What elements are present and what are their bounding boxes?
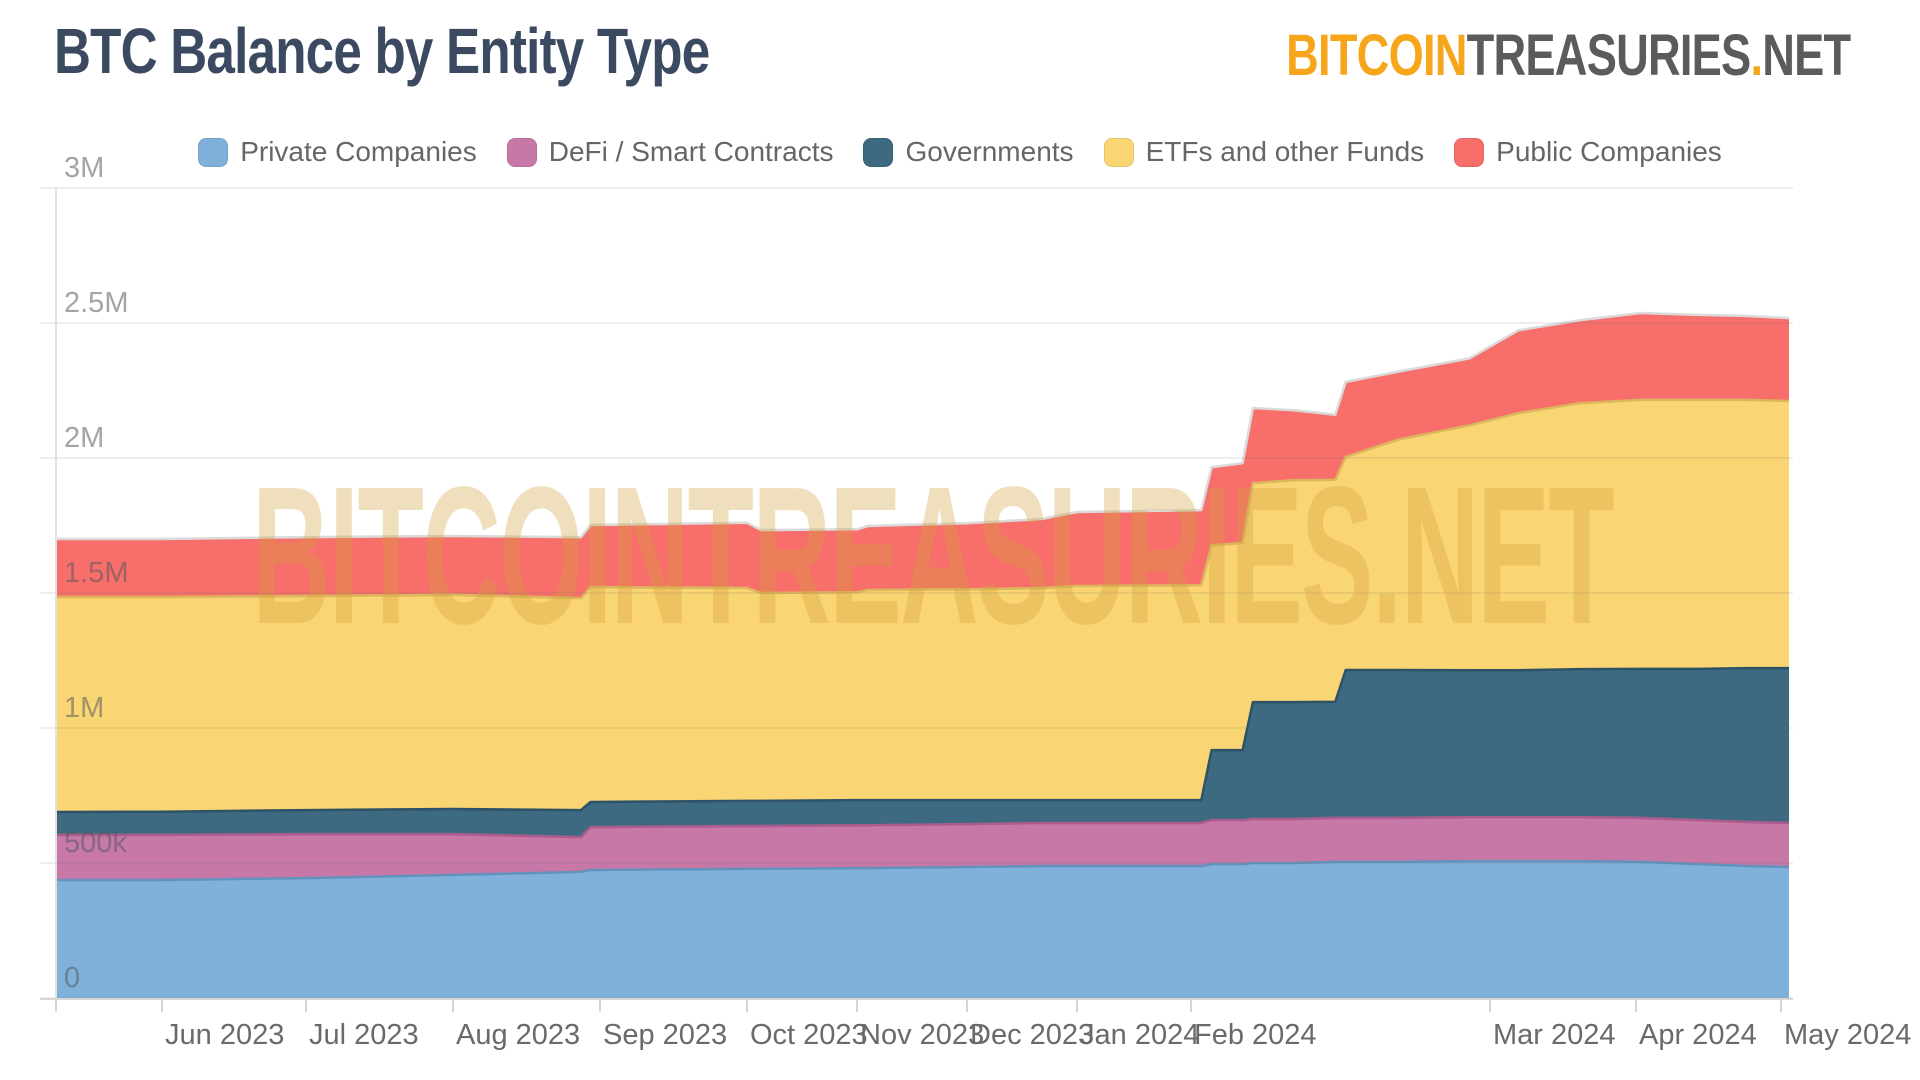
legend-label: ETFs and other Funds xyxy=(1145,136,1425,167)
x-axis-label: Sep 2023 xyxy=(603,1019,727,1051)
line-governments xyxy=(55,666,1789,814)
logo-net: NET xyxy=(1761,23,1851,88)
x-axis-label: Aug 2023 xyxy=(456,1019,580,1051)
x-axis-label: May 2024 xyxy=(1784,1019,1911,1051)
legend-item-defi-smart-contracts[interactable]: DeFi / Smart Contracts xyxy=(506,136,834,168)
area-private-companies[interactable] xyxy=(56,861,1789,998)
line-private-companies xyxy=(56,859,1790,882)
legend-item-governments[interactable]: Governments xyxy=(863,136,1074,168)
x-axis-label: Apr 2024 xyxy=(1639,1019,1757,1051)
x-axis-label: Jan 2024 xyxy=(1080,1019,1199,1051)
x-axis-label: Oct 2023 xyxy=(750,1019,868,1051)
y-axis-label: 3M xyxy=(64,152,104,184)
legend-swatch-defi-smart-contracts xyxy=(506,137,537,167)
chart-legend: Private Companies DeFi / Smart Contracts… xyxy=(0,136,1920,168)
x-axis-label: Nov 2023 xyxy=(860,1019,984,1051)
area-etfs-and-other-funds[interactable] xyxy=(56,399,1789,812)
line-public-companies xyxy=(56,311,1790,541)
line-etfs-and-other-funds xyxy=(56,398,1790,600)
legend-item-public-companies[interactable]: Public Companies xyxy=(1454,136,1722,168)
line-defi-smart-contracts xyxy=(56,815,1790,839)
area-defi-smart-contracts[interactable] xyxy=(56,817,1789,880)
x-axis-label: Jun 2023 xyxy=(165,1019,284,1051)
legend-label: Public Companies xyxy=(1496,136,1722,167)
series-areas xyxy=(56,313,1789,998)
area-public-companies[interactable] xyxy=(56,313,1789,599)
legend-swatch-governments xyxy=(863,137,894,167)
legend-item-etfs-and-other-funds[interactable]: ETFs and other Funds xyxy=(1103,136,1425,168)
legend-label: Governments xyxy=(905,136,1074,167)
legend-swatch-etfs-and-other-funds xyxy=(1103,137,1134,167)
legend-label: Private Companies xyxy=(240,136,477,167)
y-axis-label: 1.5M xyxy=(64,557,128,589)
legend-label: DeFi / Smart Contracts xyxy=(548,136,834,167)
x-axis-label: Dec 2023 xyxy=(970,1019,1094,1051)
legend-item-private-companies[interactable]: Private Companies xyxy=(198,136,477,168)
page-title: BTC Balance by Entity Type xyxy=(54,15,710,87)
logo-dot: . xyxy=(1750,23,1763,88)
y-axis-label: 500k xyxy=(64,827,127,859)
y-axis-label: 1M xyxy=(64,692,104,724)
y-axis-label: 0 xyxy=(64,962,80,994)
logo-bitcoin: BITCOIN xyxy=(1285,23,1467,88)
y-axis-label: 2.5M xyxy=(64,287,128,319)
y-axis-label: 2M xyxy=(64,422,104,454)
x-axis-label: Mar 2024 xyxy=(1493,1019,1616,1051)
legend-swatch-public-companies xyxy=(1454,137,1485,167)
x-axis-label: Feb 2024 xyxy=(1194,1019,1317,1051)
logo-treasuries: TREASURIES xyxy=(1466,23,1751,88)
x-axis-label: Jul 2023 xyxy=(309,1019,419,1051)
series-lines xyxy=(55,311,1790,882)
area-governments[interactable] xyxy=(56,668,1789,838)
bitcointreasuries-logo[interactable]: BITCOINTREASURIES.NET xyxy=(1285,22,1851,89)
legend-swatch-private-companies xyxy=(198,137,229,167)
